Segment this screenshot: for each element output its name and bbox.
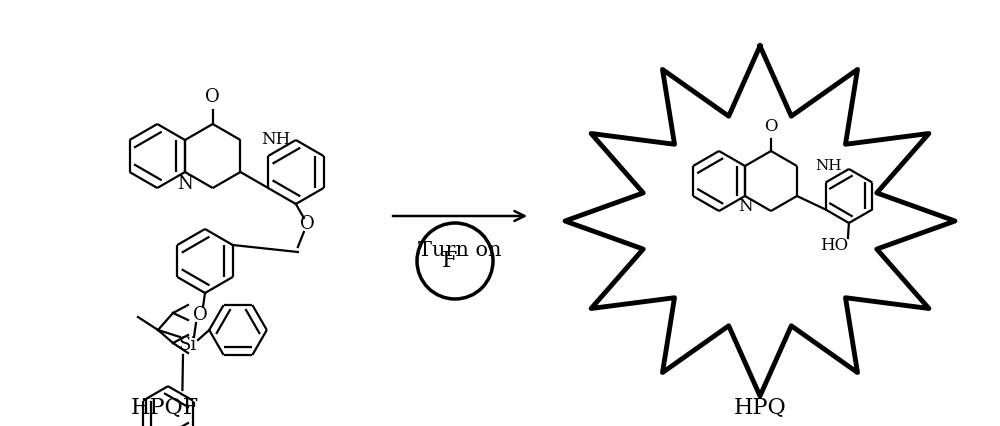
Text: O: O — [193, 306, 207, 324]
Text: HPQ: HPQ — [734, 397, 786, 419]
Text: NH: NH — [261, 132, 290, 149]
Text: N: N — [738, 198, 752, 215]
Text: F⁻: F⁻ — [441, 250, 469, 272]
Text: HPQF: HPQF — [131, 397, 199, 419]
Text: Turn on: Turn on — [418, 242, 502, 261]
Text: O: O — [205, 88, 220, 106]
Text: Si: Si — [179, 336, 197, 354]
Text: HO: HO — [820, 238, 848, 254]
Text: O: O — [300, 215, 315, 233]
Text: NH: NH — [815, 159, 841, 173]
Text: N: N — [177, 175, 193, 193]
Text: O: O — [764, 118, 778, 135]
